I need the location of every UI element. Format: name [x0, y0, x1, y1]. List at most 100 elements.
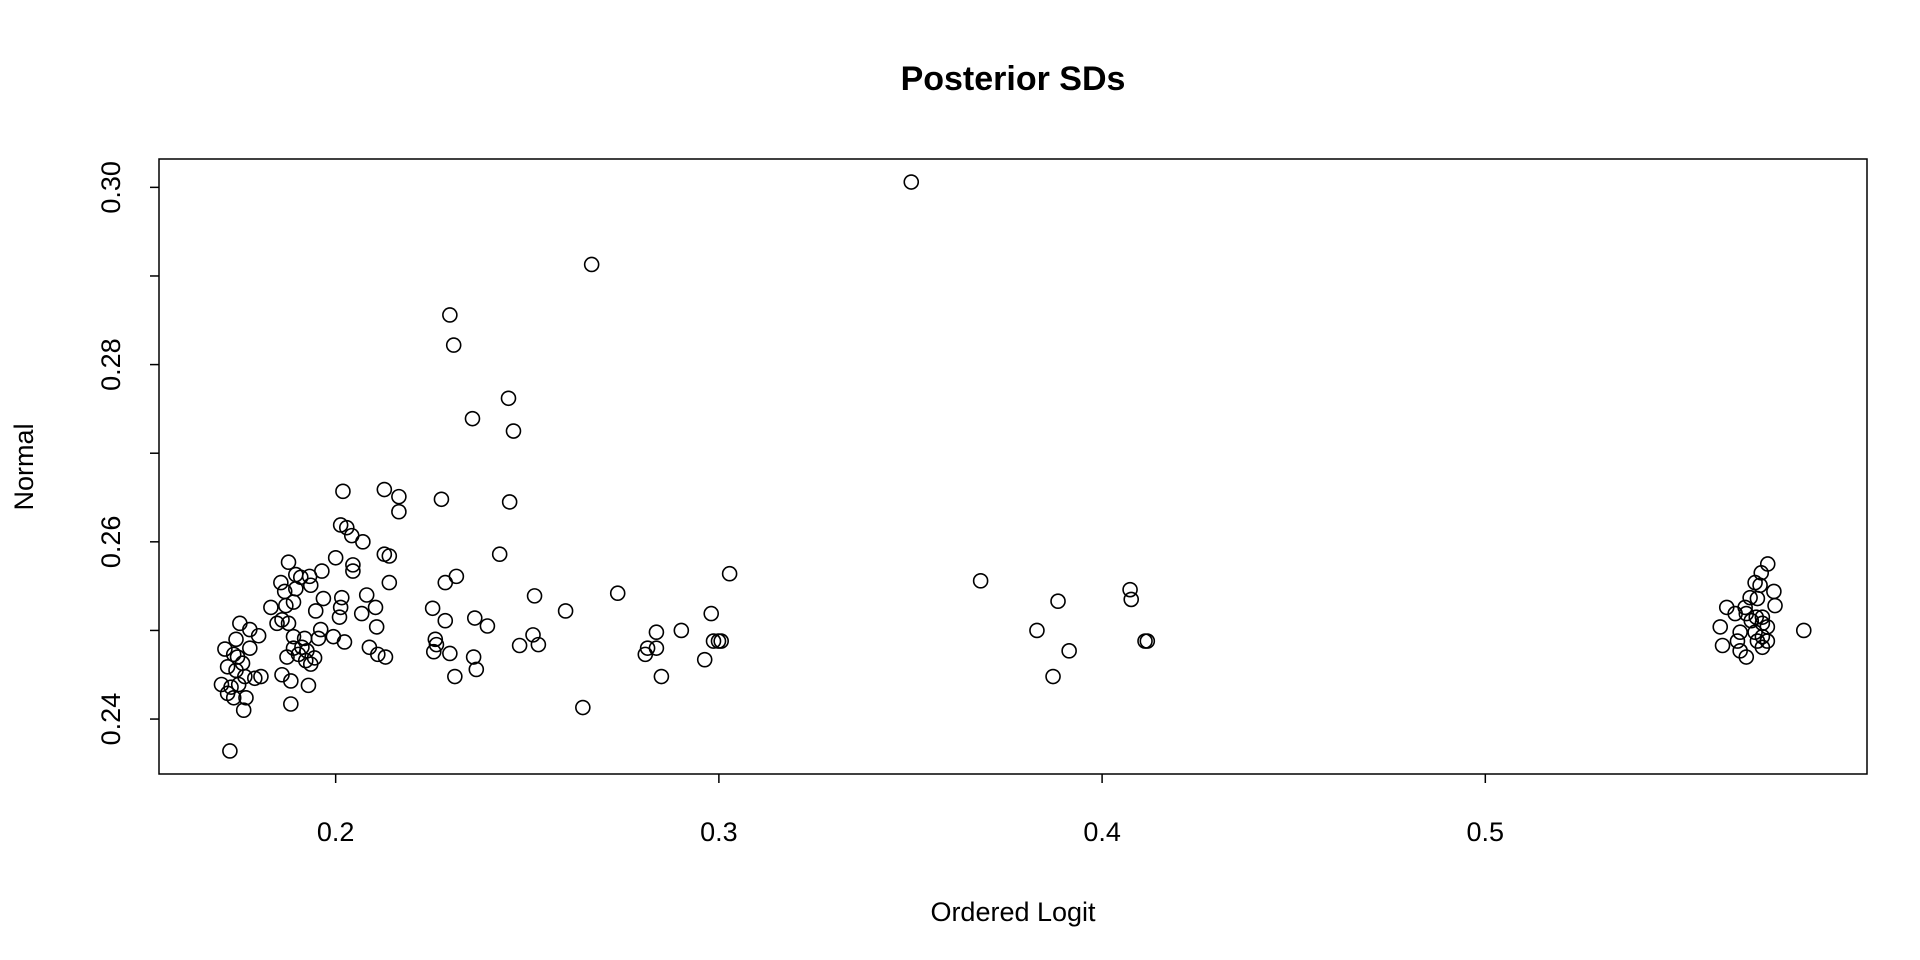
- point: [283, 673, 299, 689]
- y-tick-label: 0.24: [96, 693, 126, 746]
- point: [355, 534, 371, 550]
- point: [1050, 593, 1066, 609]
- point: [222, 743, 238, 759]
- point: [505, 423, 522, 439]
- point: [336, 634, 353, 650]
- point: [437, 612, 454, 629]
- point: [1122, 581, 1138, 598]
- point: [511, 637, 528, 654]
- point: [1729, 633, 1746, 649]
- point: [609, 585, 626, 602]
- point: [500, 390, 517, 407]
- point: [279, 649, 295, 665]
- point: [526, 588, 543, 604]
- point: [391, 503, 407, 520]
- point: [972, 573, 989, 589]
- chart-title: Posterior SDs: [901, 60, 1126, 98]
- point: [465, 649, 482, 665]
- point: [427, 631, 444, 648]
- point: [1123, 591, 1140, 608]
- point: [639, 640, 656, 656]
- y-axis-label: Normal: [9, 423, 39, 510]
- point: [721, 565, 738, 582]
- point: [1754, 628, 1771, 645]
- point: [263, 599, 279, 616]
- point: [333, 589, 350, 606]
- point: [345, 563, 361, 579]
- point: [367, 599, 384, 616]
- point: [283, 696, 299, 712]
- point: [583, 256, 600, 273]
- point: [442, 645, 458, 662]
- point: [315, 590, 332, 607]
- point: [648, 624, 665, 641]
- point: [300, 677, 317, 694]
- point: [1727, 605, 1743, 622]
- x-tick-label: 0.4: [1083, 817, 1121, 847]
- point: [285, 594, 302, 610]
- point: [557, 603, 574, 619]
- point: [447, 668, 463, 685]
- point: [278, 597, 294, 614]
- point: [1795, 622, 1812, 639]
- point: [1139, 633, 1156, 649]
- point: [368, 619, 385, 635]
- point: [280, 615, 297, 632]
- point: [425, 643, 442, 660]
- point: [312, 621, 329, 638]
- point: [1743, 612, 1760, 629]
- point: [225, 689, 242, 706]
- point: [1767, 597, 1783, 614]
- point: [335, 483, 351, 500]
- point: [713, 633, 729, 649]
- point: [525, 627, 541, 643]
- point: [370, 646, 386, 663]
- point: [219, 658, 236, 675]
- point: [1712, 619, 1729, 635]
- point: [377, 649, 394, 665]
- point: [331, 609, 348, 625]
- point: [696, 651, 713, 668]
- point: [468, 661, 485, 678]
- y-tick-label: 0.28: [96, 338, 126, 391]
- point: [338, 519, 355, 536]
- point: [376, 481, 393, 498]
- point: [235, 702, 252, 718]
- point: [332, 599, 349, 616]
- point: [301, 568, 318, 585]
- point: [327, 549, 344, 566]
- point: [428, 636, 445, 653]
- point: [307, 603, 324, 619]
- point: [1754, 639, 1771, 656]
- point: [1029, 622, 1045, 639]
- point: [310, 630, 327, 647]
- point: [391, 488, 407, 505]
- y-tick-label: 0.30: [96, 161, 126, 214]
- point: [433, 491, 450, 508]
- point: [1766, 583, 1782, 600]
- x-tick-label: 0.2: [317, 817, 355, 847]
- point: [345, 557, 361, 573]
- point: [1714, 637, 1731, 654]
- point: [250, 627, 267, 644]
- point: [228, 631, 244, 648]
- x-tick-label: 0.5: [1467, 817, 1505, 847]
- point: [491, 546, 508, 563]
- point: [269, 615, 285, 632]
- point: [703, 605, 720, 622]
- point: [1738, 649, 1755, 665]
- point: [297, 652, 314, 669]
- point: [1732, 624, 1748, 641]
- point: [903, 174, 920, 190]
- point: [1742, 589, 1758, 606]
- point: [242, 640, 258, 656]
- x-tick-label: 0.3: [700, 817, 738, 847]
- y-tick-label: 0.26: [96, 516, 126, 569]
- point: [238, 689, 254, 706]
- point: [1749, 590, 1766, 607]
- point: [253, 668, 269, 685]
- point: [1754, 609, 1771, 625]
- point: [280, 554, 297, 571]
